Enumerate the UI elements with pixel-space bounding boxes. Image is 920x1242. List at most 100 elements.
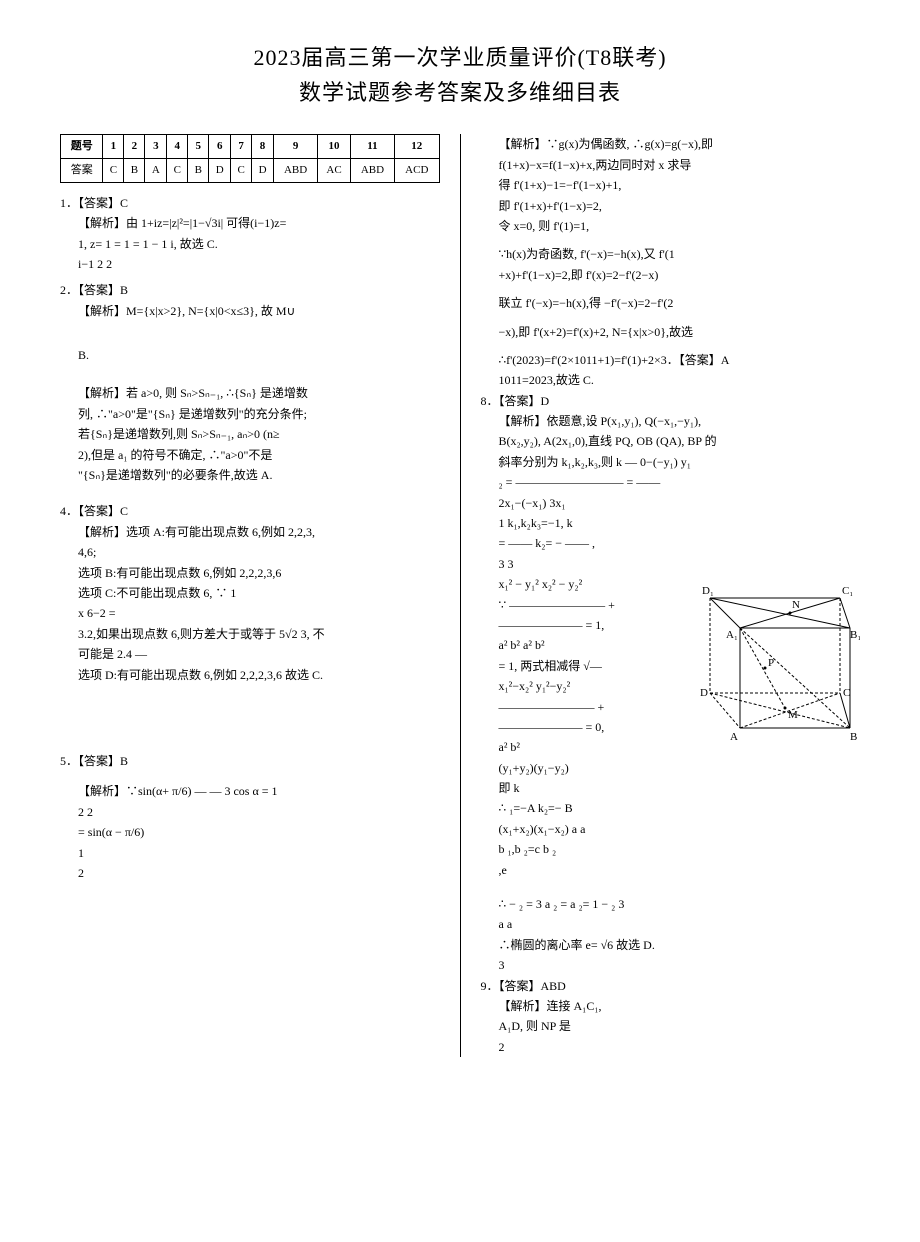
r27: (y₁+y₂)(y₁−y₂) bbox=[481, 758, 861, 778]
r8: 联立 f'(−x)=−h(x),得 −f'(−x)=2−f'(2 bbox=[481, 293, 861, 313]
q3-l3: 若{Sₙ}是递增数列,则 Sₙ>Sₙ₋₁, aₙ>0 (n≥ bbox=[60, 424, 440, 444]
r11: 1011=2023,故选 C. bbox=[481, 370, 861, 390]
r14: 斜率分别为 k₁,k₂,k₃,则 k — 0−(−y₁) y₁ bbox=[481, 452, 861, 472]
label-M: M bbox=[788, 709, 798, 721]
q9-head: 9．【答案】ABD bbox=[481, 976, 861, 996]
q2: 2．【答案】B 【解析】M={x|x>2}, N={x|0<x≤3}, 故 M∪ bbox=[60, 280, 440, 321]
q2-l1: 【解析】M={x|x>2}, N={x|0<x≤3}, 故 M∪ bbox=[60, 301, 440, 321]
q3-l1: 【解析】若 a>0, 则 Sₙ>Sₙ₋₁, ∴{Sₙ} 是递增数 bbox=[60, 383, 440, 403]
ans-4: C bbox=[167, 159, 188, 183]
q4-l8: 选项 D:有可能出现点数 6,例如 2,2,2,3,6 故选 C. bbox=[60, 665, 440, 685]
r17: 1 k₁,k₂k₃=−1, k bbox=[481, 513, 861, 533]
col-11: 11 bbox=[350, 135, 394, 159]
r4: 即 f'(1+x)+f'(1−x)=2, bbox=[481, 196, 861, 216]
r34: a a bbox=[481, 914, 861, 934]
ans-2: B bbox=[124, 159, 145, 183]
q8-head: 8．【答案】D bbox=[481, 391, 861, 411]
r13: B(x₂,y₂), A(2x₁,0),直线 PQ, OB (QA), BP 的 bbox=[481, 431, 861, 451]
col-1: 1 bbox=[103, 135, 124, 159]
r29: ∴ ₁=−A k₂=− B bbox=[481, 798, 861, 818]
col-5: 5 bbox=[188, 135, 209, 159]
r37: 【解析】连接 A₁C₁, bbox=[481, 996, 861, 1016]
ans-10: AC bbox=[318, 159, 351, 183]
q2-head: 2．【答案】B bbox=[60, 280, 440, 300]
r6: ∵h(x)为奇函数, f'(−x)=−h(x),又 f'(1 bbox=[481, 244, 861, 264]
col-10: 10 bbox=[318, 135, 351, 159]
label-B: B bbox=[850, 731, 857, 743]
row-label: 答案 bbox=[61, 159, 103, 183]
r2: f(1+x)−x=f(1−x)+x,两边同时对 x 求导 bbox=[481, 155, 861, 175]
r9: −x),即 f'(x+2)=f'(x)+2, N={x|x>0},故选 bbox=[481, 322, 861, 342]
r12: 【解析】依题意,设 P(x₁,y₁), Q(−x₁,−y₁), bbox=[481, 411, 861, 431]
r33: ∴ − ₂ = 3 a ₂ = a ₂= 1 − ₂ 3 bbox=[481, 894, 861, 914]
ans-12: ACD bbox=[395, 159, 439, 183]
ans-6: D bbox=[209, 159, 231, 183]
q4-l7: 可能是 2.4 — bbox=[60, 644, 440, 664]
ans-1: C bbox=[103, 159, 124, 183]
title-block: 2023届高三第一次学业质量评价(T8联考) 数学试题参考答案及多维细目表 bbox=[60, 40, 860, 110]
cube-svg: D₁ C₁ A₁ B₁ D C A B N M P bbox=[690, 578, 860, 748]
label-C: C bbox=[843, 687, 850, 699]
ans-5: B bbox=[188, 159, 209, 183]
q3-block: 【解析】若 a>0, 则 Sₙ>Sₙ₋₁, ∴{Sₙ} 是递增数 列, ∴"a>… bbox=[60, 383, 440, 485]
r19: 3 3 bbox=[481, 554, 861, 574]
title-line-1: 2023届高三第一次学业质量评价(T8联考) bbox=[60, 40, 860, 75]
r15: ₂ = ————————— = —— bbox=[481, 472, 861, 492]
left-column: 题号 1 2 3 4 5 6 7 8 9 10 11 12 答案 C B A C… bbox=[60, 134, 440, 1057]
two-column-layout: 题号 1 2 3 4 5 6 7 8 9 10 11 12 答案 C B A C… bbox=[60, 134, 860, 1057]
r7: +x)+f'(1−x)=2,即 f'(x)=2−f'(2−x) bbox=[481, 265, 861, 285]
table-answer-row: 答案 C B A C B D C D ABD AC ABD ACD bbox=[61, 159, 440, 183]
q4-l4: 选项 C:不可能出现点数 6, ∵ 1 bbox=[60, 583, 440, 603]
label-B1: B₁ bbox=[850, 629, 860, 641]
label-A: A bbox=[730, 731, 738, 743]
q4-head: 4．【答案】C bbox=[60, 501, 440, 521]
q5-l2: 2 2 bbox=[60, 802, 440, 822]
r39: 2 bbox=[481, 1037, 861, 1057]
ans-8: D bbox=[252, 159, 274, 183]
r18: = —— k₂= − —— , bbox=[481, 533, 861, 553]
r16: 2x₁−(−x₁) 3x₁ bbox=[481, 493, 861, 513]
q5-head: 5．【答案】B bbox=[60, 751, 440, 771]
q4: 4．【答案】C 【解析】选项 A:有可能出现点数 6,例如 2,2,3, 4,6… bbox=[60, 501, 440, 685]
col-4: 4 bbox=[167, 135, 188, 159]
r38: A₁D, 则 NP 是 bbox=[481, 1016, 861, 1036]
q4-l2: 4,6; bbox=[60, 542, 440, 562]
col-2: 2 bbox=[124, 135, 145, 159]
q3-l4: 2),但是 a₁ 的符号不确定, ∴"a>0"不是 bbox=[60, 445, 440, 465]
answer-table: 题号 1 2 3 4 5 6 7 8 9 10 11 12 答案 C B A C… bbox=[60, 134, 440, 182]
r5: 令 x=0, 则 f'(1)=1, bbox=[481, 216, 861, 236]
label-A1: A₁ bbox=[726, 629, 738, 641]
ans-11: ABD bbox=[350, 159, 394, 183]
ans-9: ABD bbox=[273, 159, 317, 183]
r28: 即 k bbox=[481, 778, 861, 798]
r36: 3 bbox=[481, 955, 861, 975]
q5-l1: 【解析】∵sin(α+ π/6) — — 3 cos α = 1 bbox=[60, 781, 440, 801]
q5-l5: 2 bbox=[60, 863, 440, 883]
column-separator bbox=[460, 134, 461, 1057]
ans-7: C bbox=[231, 159, 252, 183]
q1-l3: i−1 2 2 bbox=[60, 254, 440, 274]
q4-l6: 3.2,如果出现点数 6,则方差大于或等于 5√2 3, 不 bbox=[60, 624, 440, 644]
col-6: 6 bbox=[209, 135, 231, 159]
q3-l2: 列, ∴"a>0"是"{Sₙ} 是递增数列"的充分条件; bbox=[60, 404, 440, 424]
r35: ∴椭圆的离心率 e= √6 故选 D. bbox=[481, 935, 861, 955]
q1-l2: 1, z= 1 = 1 = 1 − 1 i, 故选 C. bbox=[60, 234, 440, 254]
label-D: D bbox=[700, 687, 708, 699]
r1: 【解析】∵g(x)为偶函数, ∴g(x)=g(−x),即 bbox=[481, 134, 861, 154]
col-12: 12 bbox=[395, 135, 439, 159]
label-N: N bbox=[792, 599, 800, 611]
col-8: 8 bbox=[252, 135, 274, 159]
col-3: 3 bbox=[145, 135, 167, 159]
r10: ∴f'(2023)=f'(2×1011+1)=f'(1)+2×3．【答案】A bbox=[481, 350, 861, 370]
q4-l5: x 6−2 = bbox=[60, 603, 440, 623]
table-header-row: 题号 1 2 3 4 5 6 7 8 9 10 11 12 bbox=[61, 135, 440, 159]
cube-diagram: D₁ C₁ A₁ B₁ D C A B N M P bbox=[690, 578, 860, 754]
r31: b ₁,b ₂=c b ₂ bbox=[481, 839, 861, 859]
iso-b: B. bbox=[60, 345, 440, 365]
q3-l5: "{Sₙ}是递增数列"的必要条件,故选 A. bbox=[60, 465, 440, 485]
q5: 5．【答案】B 【解析】∵sin(α+ π/6) — — 3 cos α = 1… bbox=[60, 751, 440, 883]
q4-l1: 【解析】选项 A:有可能出现点数 6,例如 2,2,3, bbox=[60, 522, 440, 542]
r32: ,e bbox=[481, 860, 861, 880]
q1-l1: 【解析】由 1+iz=|z|²=|1−√3i| 可得(i−1)z= bbox=[60, 213, 440, 233]
label-C1: C₁ bbox=[842, 585, 853, 597]
